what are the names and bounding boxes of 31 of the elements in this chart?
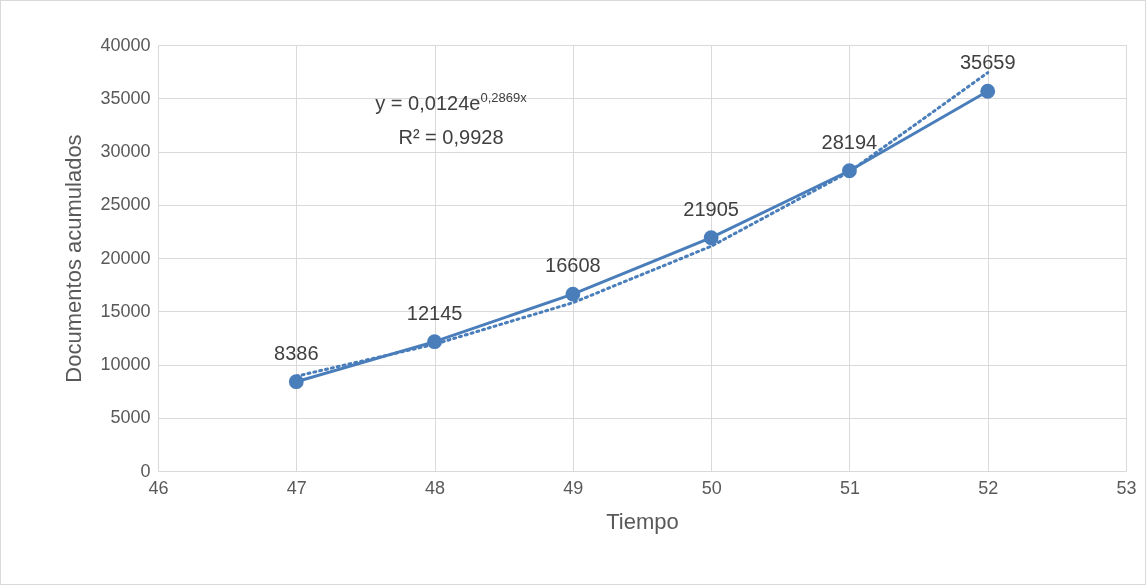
x-tick-label: 48 <box>425 477 446 498</box>
data-label: 12145 <box>406 301 463 324</box>
point <box>565 286 581 302</box>
y-axis-title: Documentos acumulados <box>61 134 87 383</box>
y-tick-label: 5000 <box>110 407 151 428</box>
point <box>980 83 996 99</box>
y-tick-label: 0 <box>140 460 151 481</box>
data-label: 28194 <box>821 130 878 153</box>
point <box>288 374 304 390</box>
data-label: 16608 <box>545 254 601 277</box>
x-tick-label: 53 <box>1116 477 1137 498</box>
y-tick-label: 25000 <box>100 194 151 215</box>
x-tick-label: 51 <box>839 477 860 498</box>
y-tick-label: 10000 <box>100 354 151 374</box>
point <box>703 230 719 246</box>
data-label: 35659 <box>959 51 1016 74</box>
data-label: 8386 <box>274 341 319 364</box>
y-tick-label: 30000 <box>100 141 151 161</box>
y-tick-label: 40000 <box>100 34 151 55</box>
x-tick-label: 52 <box>978 477 999 498</box>
x-tick-label: 50 <box>701 477 722 498</box>
x-axis-title: Tiempo <box>606 508 679 534</box>
annotation: R² = 0,9928 <box>397 124 505 150</box>
y-tick-label: 35000 <box>100 87 151 108</box>
data-label: 21905 <box>683 197 739 220</box>
x-tick-label: 49 <box>563 477 584 498</box>
x-tick-label: 47 <box>286 477 307 498</box>
x-tick-label: 46 <box>148 477 169 498</box>
y-tick-label: 20000 <box>100 247 151 268</box>
y-tick-label: 15000 <box>100 300 151 321</box>
annotation: y = 0,0124e$^{0,2869x}$ <box>374 89 528 116</box>
